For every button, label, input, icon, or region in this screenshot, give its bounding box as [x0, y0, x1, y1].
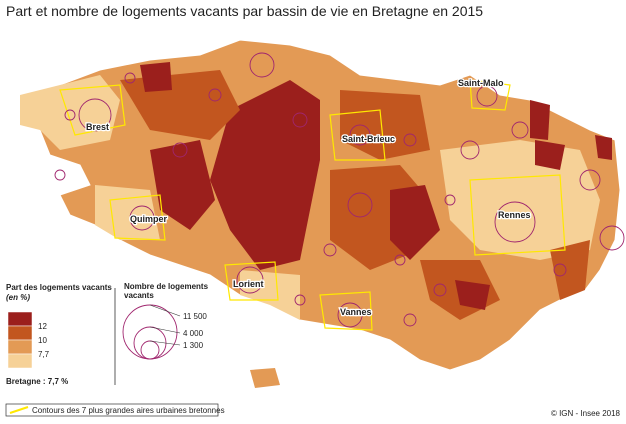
legend-break: 7,7: [38, 350, 50, 359]
size-label: 4 000: [183, 329, 204, 338]
city-label: Rennes: [498, 210, 531, 220]
legend-unit: (en %): [6, 293, 30, 302]
legend-count-title-box: Nombre de logements vacants: [124, 282, 209, 300]
region: [19, 39, 621, 388]
legend-break: 12: [38, 322, 47, 331]
city-label: Lorient: [233, 279, 264, 289]
contour-legend-symbol: [9, 406, 29, 414]
credit: © IGN - Insee 2018: [551, 409, 621, 418]
legend-swatch: [7, 325, 33, 341]
city-label: Quimper: [130, 214, 168, 224]
size-label: 1 300: [183, 341, 204, 350]
legend-share: Part des logements vacants (en %) 12 10 7,…: [6, 283, 112, 369]
size-label: 11 500: [183, 312, 207, 321]
legend-swatch: [7, 311, 33, 327]
legend-count-title: Nombre de logements vacants: [124, 282, 209, 300]
city-label: Vannes: [340, 307, 372, 317]
legend-title: Part des logements vacants: [6, 283, 112, 292]
contour-legend: Contours des 7 plus grandes aires urbain…: [32, 406, 225, 415]
urban-contours: [59, 79, 566, 331]
count-circles: [54, 52, 625, 328]
contour-legend-box: [5, 403, 219, 417]
legend-swatch: [7, 339, 33, 355]
city-label: Saint-Malo: [458, 78, 504, 88]
legend-swatch: [7, 353, 33, 369]
city-label: Brest: [86, 122, 109, 132]
note: Bretagne : 7,7 %: [6, 377, 68, 386]
title: Part et nombre de logements vacants par …: [6, 3, 483, 19]
city-label: Saint-Brieuc: [342, 134, 395, 144]
legend-count: Nombre de logements vacants 11 500 4 000…: [122, 282, 209, 360]
legend-break: 10: [38, 336, 47, 345]
